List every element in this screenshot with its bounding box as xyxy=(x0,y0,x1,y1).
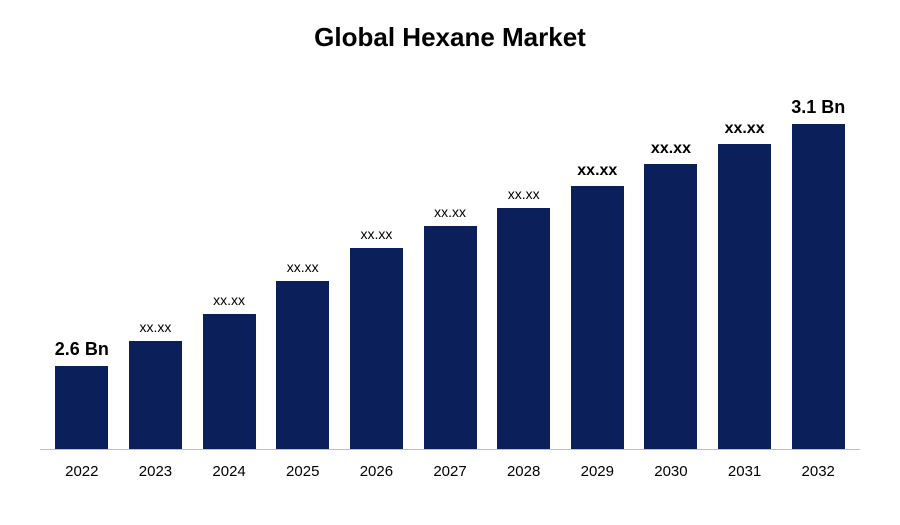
x-axis-label: 2032 xyxy=(781,455,855,485)
chart-area: 2.6 Bn xx.xx xx.xx xx.xx xx.xx xx.xx xx.xx xx.x… xyxy=(40,95,860,485)
x-axis-label: 2028 xyxy=(487,455,561,485)
bar-group: 2.6 Bn xyxy=(45,95,119,449)
bar-value-label: xx.xx xyxy=(140,319,172,335)
x-axis-label: 2031 xyxy=(708,455,782,485)
bar xyxy=(497,208,550,449)
bar xyxy=(424,226,477,449)
x-axis-label: 2026 xyxy=(340,455,414,485)
bar-value-label: xx.xx xyxy=(434,204,466,220)
bar-group: xx.xx xyxy=(340,95,414,449)
bar-group: 3.1 Bn xyxy=(781,95,855,449)
bar xyxy=(792,124,845,449)
x-axis-label: 2029 xyxy=(560,455,634,485)
bar-group: xx.xx xyxy=(413,95,487,449)
bar-value-label: xx.xx xyxy=(725,120,765,138)
bar-value-label: xx.xx xyxy=(508,186,540,202)
bars-container: 2.6 Bn xx.xx xx.xx xx.xx xx.xx xx.xx xx.xx xx.x… xyxy=(40,95,860,449)
x-axis-label: 2024 xyxy=(192,455,266,485)
x-axis-label: 2022 xyxy=(45,455,119,485)
bar xyxy=(203,314,256,449)
x-axis-labels: 2022202320242025202620272028202920302031… xyxy=(40,455,860,485)
bar-group: xx.xx xyxy=(560,95,634,449)
x-axis-label: 2030 xyxy=(634,455,708,485)
bar-group: xx.xx xyxy=(192,95,266,449)
bar xyxy=(55,366,108,449)
bar-value-label: xx.xx xyxy=(213,292,245,308)
plot-region: 2.6 Bn xx.xx xx.xx xx.xx xx.xx xx.xx xx.xx xx.x… xyxy=(40,95,860,450)
bar-value-label: 2.6 Bn xyxy=(55,339,109,360)
bar-group: xx.xx xyxy=(708,95,782,449)
bar xyxy=(129,341,182,449)
bar-group: xx.xx xyxy=(634,95,708,449)
bar-group: xx.xx xyxy=(119,95,193,449)
x-axis-label: 2023 xyxy=(119,455,193,485)
bar xyxy=(350,248,403,449)
bar-value-label: xx.xx xyxy=(360,226,392,242)
bar xyxy=(276,281,329,449)
x-axis-label: 2025 xyxy=(266,455,340,485)
bar-group: xx.xx xyxy=(487,95,561,449)
chart-title: Global Hexane Market xyxy=(0,0,900,53)
bar xyxy=(571,186,624,449)
bar-value-label: xx.xx xyxy=(577,162,617,180)
bar-value-label: 3.1 Bn xyxy=(791,97,845,118)
bar xyxy=(644,164,697,449)
bar xyxy=(718,144,771,449)
x-axis-label: 2027 xyxy=(413,455,487,485)
bar-value-label: xx.xx xyxy=(287,259,319,275)
bar-value-label: xx.xx xyxy=(651,140,691,158)
bar-group: xx.xx xyxy=(266,95,340,449)
